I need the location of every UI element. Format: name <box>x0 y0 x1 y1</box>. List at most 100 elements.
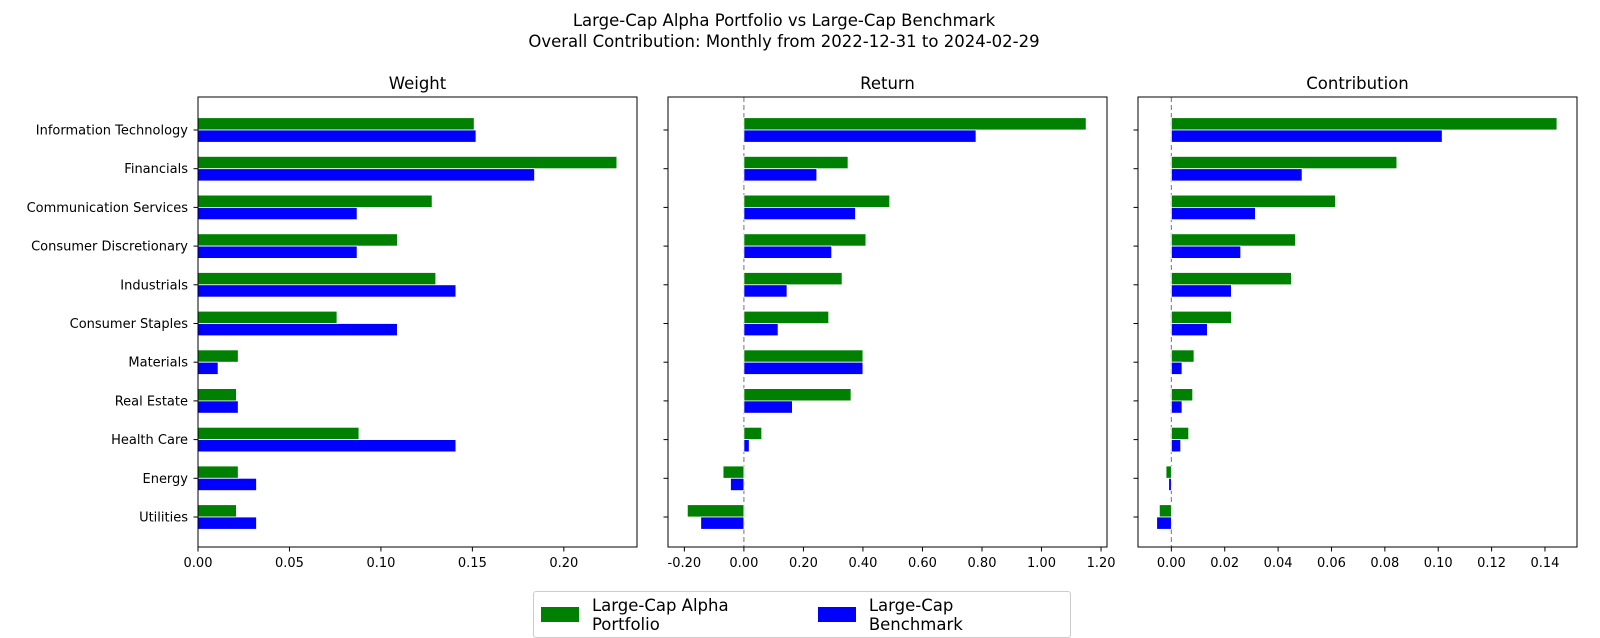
y-tick-label-information-technology: Information Technology <box>36 124 189 139</box>
bar-return-materials-portfolio <box>743 349 864 363</box>
bar-weight-information-technology-portfolio <box>197 117 475 131</box>
x-tick-label-contribution: 0.04 <box>1264 556 1293 571</box>
y-tick-label-utilities: Utilities <box>139 511 188 526</box>
bar-return-real-estate-portfolio <box>743 388 852 402</box>
bar-weight-real-estate-benchmark <box>197 400 239 414</box>
bar-return-health-care-benchmark <box>743 439 750 453</box>
bar-weight-communication-services-benchmark <box>197 206 358 221</box>
bar-weight-materials-portfolio <box>197 349 239 363</box>
bar-return-consumer-discretionary-portfolio <box>743 233 867 247</box>
x-tick-label-contribution: 0.02 <box>1210 556 1239 571</box>
bar-weight-information-technology-benchmark <box>197 129 477 143</box>
bar-contribution-industrials-portfolio <box>1170 272 1292 286</box>
bar-weight-industrials-portfolio <box>197 272 437 286</box>
bar-return-financials-portfolio <box>743 155 849 170</box>
legend-label-benchmark: Large-Cap Benchmark <box>868 595 963 634</box>
bar-weight-consumer-staples-portfolio <box>197 310 338 324</box>
bar-contribution-information-technology-benchmark <box>1170 129 1443 143</box>
y-tick-label-materials: Materials <box>128 356 188 371</box>
legend-swatch-benchmark <box>817 607 856 622</box>
bar-weight-energy-portfolio <box>197 465 239 479</box>
bar-return-communication-services-portfolio <box>743 194 891 208</box>
legend-item-benchmark: Large-Cap Benchmark <box>817 595 1043 634</box>
chart-subtitle: Overall Contribution: Monthly from 2022-… <box>528 32 1039 51</box>
bar-weight-utilities-benchmark <box>197 516 257 530</box>
bar-weight-financials-benchmark <box>197 168 535 182</box>
panel-title-weight: Weight <box>389 74 447 93</box>
panel-weight: Weight Information Technology Financials Co… <box>27 74 638 571</box>
x-tick-label-weight: 0.05 <box>275 556 304 571</box>
bar-contribution-communication-services-portfolio <box>1170 194 1336 208</box>
x-tick-label-weight: 0.10 <box>366 556 395 571</box>
bar-return-industrials-benchmark <box>743 284 788 298</box>
legend-swatch-portfolio <box>541 607 579 622</box>
x-tick-label-contribution: 0.14 <box>1530 556 1559 571</box>
axes-frame-weight <box>197 96 638 548</box>
x-tick-label-return: 1.20 <box>1087 556 1116 571</box>
bar-weight-consumer-discretionary-benchmark <box>197 245 358 259</box>
bar-contribution-communication-services-benchmark <box>1170 206 1256 221</box>
bar-contribution-materials-benchmark <box>1170 361 1183 375</box>
panel-title-return: Return <box>860 74 915 93</box>
bar-weight-consumer-discretionary-portfolio <box>197 233 398 247</box>
panel-return: Return -0.20 0.00 0.20 0.40 0.60 0.80 1.00 1.20 <box>663 74 1116 571</box>
x-tick-label-contribution: 0.12 <box>1477 556 1506 571</box>
bar-contribution-real-estate-portfolio <box>1170 388 1194 402</box>
x-tick-label-contribution: 0.08 <box>1370 556 1399 571</box>
bar-weight-consumer-staples-benchmark <box>197 323 398 337</box>
chart-legend: Large-Cap Alpha Portfolio Large-Cap Benc… <box>533 591 1071 638</box>
bar-return-information-technology-portfolio <box>743 117 1087 131</box>
bar-contribution-energy-benchmark <box>1168 477 1172 491</box>
y-tick-label-communication-services: Communication Services <box>27 201 189 216</box>
bar-contribution-real-estate-benchmark <box>1170 400 1183 414</box>
x-tick-label-weight: 0.20 <box>549 556 578 571</box>
bar-contribution-health-care-portfolio <box>1170 426 1190 440</box>
bar-contribution-consumer-discretionary-benchmark <box>1170 245 1242 259</box>
x-tick-label-return: 0.80 <box>968 556 997 571</box>
axes-frame-contribution <box>1137 96 1578 548</box>
bar-weight-health-care-portfolio <box>197 426 360 440</box>
bar-contribution-consumer-staples-portfolio <box>1170 310 1232 324</box>
bar-return-communication-services-benchmark <box>743 206 856 221</box>
y-tick-label-financials: Financials <box>124 162 188 177</box>
x-tick-label-return: 1.00 <box>1027 556 1056 571</box>
bar-weight-financials-portfolio <box>197 155 618 170</box>
bar-contribution-financials-benchmark <box>1170 168 1303 182</box>
bar-weight-utilities-portfolio <box>197 504 237 518</box>
bar-contribution-consumer-staples-benchmark <box>1170 323 1208 337</box>
bar-contribution-industrials-benchmark <box>1170 284 1232 298</box>
x-tick-label-contribution: 0.10 <box>1424 556 1453 571</box>
panel-title-contribution: Contribution <box>1306 74 1408 93</box>
bar-weight-health-care-benchmark <box>197 439 457 453</box>
bar-return-energy-benchmark <box>730 477 745 491</box>
bar-contribution-utilities-portfolio <box>1158 504 1172 518</box>
bar-return-real-estate-benchmark <box>743 400 793 414</box>
x-tick-label-contribution: 0.00 <box>1157 556 1186 571</box>
bar-contribution-health-care-benchmark <box>1170 439 1182 453</box>
chart-title: Large-Cap Alpha Portfolio vs Large-Cap B… <box>573 11 996 30</box>
x-tick-label-weight: 0.00 <box>184 556 213 571</box>
panel-contribution: Contribution 0.00 0.02 0.04 0.06 0.08 0.10 0.12… <box>1133 74 1578 571</box>
bar-return-health-care-portfolio <box>743 426 763 440</box>
axes-frame-return <box>667 96 1108 548</box>
bar-contribution-consumer-discretionary-portfolio <box>1170 233 1296 247</box>
bar-return-consumer-staples-benchmark <box>743 323 779 337</box>
bar-weight-real-estate-portfolio <box>197 388 237 402</box>
y-tick-label-consumer-staples: Consumer Staples <box>70 317 189 332</box>
bar-return-financials-benchmark <box>743 168 818 182</box>
x-tick-label-return: 0.60 <box>908 556 937 571</box>
bar-weight-materials-benchmark <box>197 361 219 375</box>
x-tick-label-return: 0.40 <box>848 556 877 571</box>
y-tick-label-real-estate: Real Estate <box>115 394 188 409</box>
bar-contribution-energy-portfolio <box>1165 465 1172 479</box>
legend-label-portfolio: Large-Cap Alpha Portfolio <box>591 595 729 634</box>
bar-return-consumer-staples-portfolio <box>743 310 830 324</box>
bar-return-consumer-discretionary-benchmark <box>743 245 833 259</box>
x-tick-label-contribution: 0.06 <box>1317 556 1346 571</box>
bar-contribution-utilities-benchmark <box>1156 516 1172 530</box>
chart-figure: Large-Cap Alpha Portfolio vs Large-Cap B… <box>27 11 1578 571</box>
bar-weight-energy-benchmark <box>197 477 257 491</box>
y-tick-label-health-care: Health Care <box>111 433 188 448</box>
bar-contribution-financials-portfolio <box>1170 155 1398 170</box>
bar-return-energy-portfolio <box>722 465 745 479</box>
